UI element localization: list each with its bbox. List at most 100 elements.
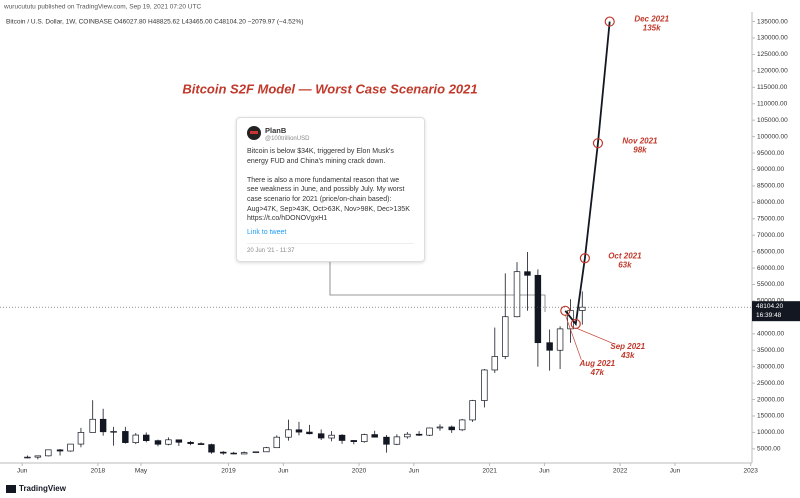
y-tick-label: 55000.00 — [757, 281, 784, 288]
tweet-link[interactable]: Link to tweet — [247, 229, 287, 236]
y-tick-label: 65000.00 — [757, 248, 784, 255]
symbol-info: Bitcoin / U.S. Dollar, 1W, COINBASE O460… — [6, 19, 303, 26]
candle-body — [89, 418, 96, 433]
candle-body — [197, 443, 205, 445]
y-tick-label: 35000.00 — [757, 347, 784, 354]
candle-body — [426, 427, 433, 436]
candle-body — [143, 434, 150, 441]
y-tick-label: 60000.00 — [757, 265, 784, 272]
candle-body — [436, 426, 444, 429]
y-tick-label: 15000.00 — [757, 413, 784, 420]
candle-body — [469, 400, 476, 421]
y-tick-label: 130000.00 — [757, 35, 788, 42]
candle-body — [34, 455, 42, 458]
y-tick-label: 50000.00 — [757, 298, 784, 305]
candle-body — [77, 432, 85, 445]
candle-body — [534, 274, 542, 344]
projection-label: Dec 2021 — [634, 15, 669, 24]
tweet-card: PlanB @100trillionUSD Bitcoin is below $… — [236, 117, 425, 262]
projection-point — [570, 318, 581, 330]
x-tick-label: May — [135, 468, 148, 475]
candle-body — [230, 452, 237, 455]
y-tick-label: 30000.00 — [757, 363, 784, 370]
candle-body — [513, 271, 521, 318]
countdown-label: 16:39:48 — [756, 312, 782, 319]
tweet-line: Bitcoin is below $34K, triggered by Elon… — [247, 148, 394, 155]
candle-body — [328, 434, 335, 439]
candle-body — [165, 439, 172, 445]
candle-body — [99, 418, 107, 433]
y-tick-label: 115000.00 — [757, 84, 788, 91]
avatar — [247, 126, 261, 140]
y-tick-label: 70000.00 — [757, 232, 784, 239]
candle-body — [187, 441, 194, 444]
candle-body — [67, 443, 74, 452]
y-tick-label: 10000.00 — [757, 429, 784, 436]
candle-body — [338, 434, 346, 441]
footer-text: TradingView — [19, 484, 67, 493]
y-tick-label: 40000.00 — [757, 331, 784, 338]
candle-body — [579, 306, 586, 311]
tweet-line: Aug>47K, Sep>43K, Oct>63K, Nov>98K, Dec>… — [247, 205, 410, 213]
x-tick-label: 2022 — [613, 468, 628, 475]
candle-body — [306, 431, 313, 435]
candle-body — [415, 433, 423, 436]
candle-body — [546, 342, 553, 351]
tweet-line: see weakness in June, and possibly July.… — [247, 186, 405, 194]
candle-body — [110, 431, 117, 433]
chart-title: Bitcoin S2F Model — Worst Case Scenario … — [182, 81, 477, 96]
candle-body — [404, 433, 411, 438]
candle-body — [295, 429, 303, 433]
y-tick-label: 25000.00 — [757, 380, 784, 387]
projection-value-label: 63k — [618, 260, 632, 269]
x-tick-label: 2020 — [352, 468, 367, 475]
candle-body — [56, 449, 64, 452]
x-tick-label: Jun — [539, 468, 550, 475]
projection-value-label: 98k — [633, 145, 647, 154]
candle-body — [491, 356, 499, 371]
tweet-line: https://t.co/hDONOVgxH1 — [247, 215, 328, 223]
x-tick-label: 2023 — [743, 468, 758, 475]
candle-body — [45, 449, 52, 457]
y-tick-label: 135000.00 — [757, 18, 788, 25]
tweet-handle: @100trillionUSD — [265, 136, 310, 142]
tweet-body: Bitcoin is below $34K, triggered by Elon… — [247, 147, 410, 224]
x-tick-label: 2021 — [482, 468, 497, 475]
candle-body — [556, 328, 564, 351]
candle-body — [220, 451, 227, 454]
candle-body — [502, 316, 509, 357]
tweet-line: There is also a more fundamental reason … — [247, 176, 400, 184]
projection-label: Sep 2021 — [610, 342, 645, 351]
y-tick-label: 75000.00 — [757, 215, 784, 222]
candle-body — [273, 436, 280, 449]
y-tick-label: 125000.00 — [757, 51, 788, 58]
projection-value-label: 135k — [643, 24, 661, 33]
candle-body — [154, 440, 162, 445]
candle-body — [448, 426, 455, 431]
x-tick-label: Jun — [278, 468, 289, 475]
label-leader — [575, 327, 612, 344]
y-tick-label: 5000.00 — [757, 446, 781, 453]
candle-body — [24, 456, 31, 459]
candle-body — [122, 431, 129, 443]
footer-logo — [6, 485, 16, 493]
candle-body — [350, 440, 358, 442]
last-price-label: 48104.20 — [756, 303, 783, 310]
candle-body — [263, 447, 270, 453]
y-tick-label: 85000.00 — [757, 183, 784, 190]
candle-body — [252, 451, 260, 453]
x-tick-label: Jun — [409, 468, 420, 475]
projection-point — [592, 138, 604, 149]
candle-body — [317, 433, 325, 439]
tweet-line: case scenario for 2021 (price/on-chain b… — [247, 195, 392, 203]
projection-value-label: 47k — [590, 368, 605, 377]
projection-line — [564, 21, 611, 327]
footer-bar — [0, 480, 800, 498]
tweet-name: PlanB — [265, 126, 287, 135]
tweet-line — [247, 166, 410, 176]
header: wurucututu published on TradingView.com,… — [3, 4, 201, 11]
x-tick-label: 2019 — [221, 468, 236, 475]
y-tick-label: 90000.00 — [757, 166, 784, 173]
